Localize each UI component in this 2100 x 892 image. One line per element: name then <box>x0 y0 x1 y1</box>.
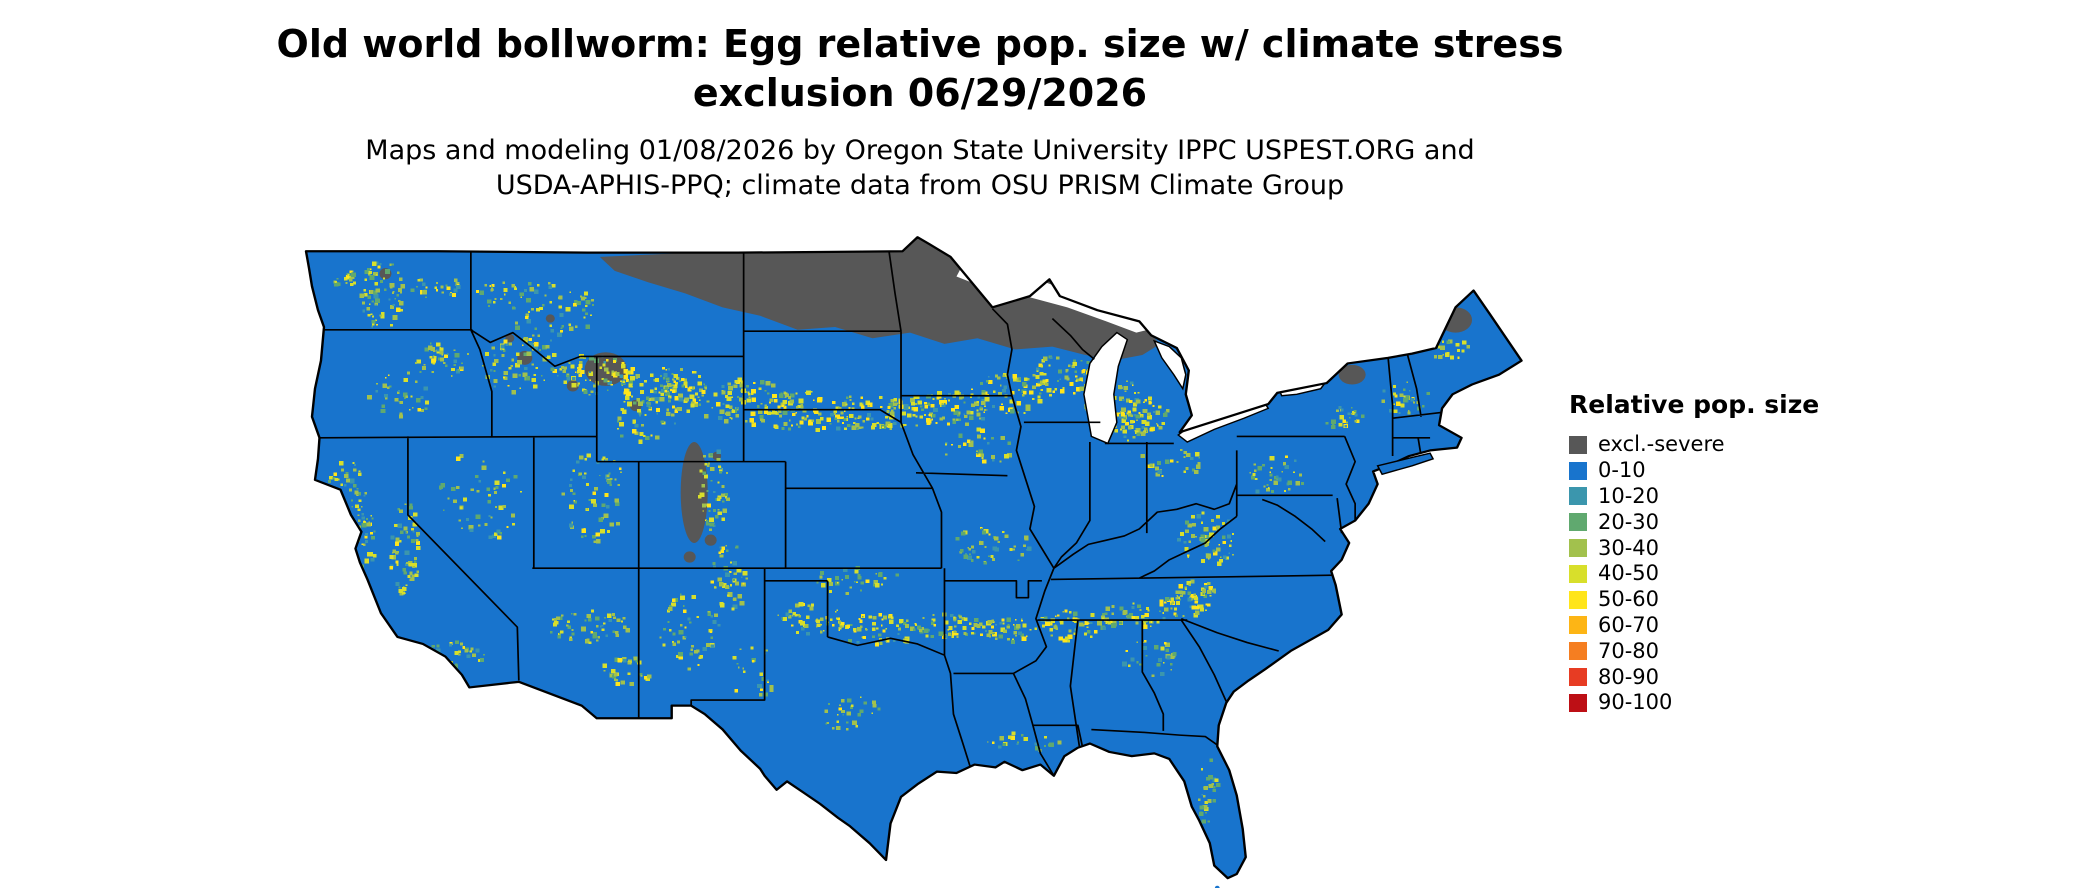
legend-item-label: 10-20 <box>1598 483 1660 508</box>
state-borders <box>319 251 1441 777</box>
legend-item: 60-70 <box>1569 613 1819 639</box>
legend-item-label: 50-60 <box>1598 587 1660 612</box>
legend-item-label: 60-70 <box>1598 612 1660 637</box>
map-subtitle: Maps and modeling 01/08/2026 by Oregon S… <box>0 133 1840 203</box>
legend-item: excl.-severe <box>1569 432 1819 458</box>
legend-item: 40-50 <box>1569 561 1819 587</box>
map-title-line1: Old world bollworm: Egg relative pop. si… <box>276 22 1564 66</box>
long-island <box>1376 452 1435 476</box>
legend-swatch <box>1569 693 1587 712</box>
excluded-region-overlay <box>379 237 1473 563</box>
legend-swatch <box>1569 616 1587 635</box>
map-subtitle-line2: USDA-APHIS-PPQ; climate data from OSU PR… <box>495 170 1345 201</box>
map-header: Old world bollworm: Egg relative pop. si… <box>0 20 1840 203</box>
legend-item: 70-80 <box>1569 638 1819 664</box>
legend-item-label: 30-40 <box>1598 535 1660 560</box>
lake-superior <box>956 265 1149 333</box>
legend-swatch <box>1569 539 1587 558</box>
legend-swatch <box>1569 564 1587 583</box>
legend-item-label: 80-90 <box>1598 664 1660 689</box>
legend-item-label: 70-80 <box>1598 638 1660 663</box>
us-choropleth-map <box>304 236 1523 888</box>
legend-swatch <box>1569 642 1587 661</box>
legend-swatch <box>1569 435 1587 454</box>
legend-item: 20-30 <box>1569 509 1819 535</box>
legend-items: excl.-severe 0-10 10-20 20-30 30-40 40-50 50-6… <box>1569 432 1819 716</box>
legend-item-label: 90-100 <box>1598 690 1673 715</box>
legend-item-label: 40-50 <box>1598 561 1660 586</box>
legend-swatch <box>1569 461 1587 480</box>
population-speckle-overlay <box>328 261 1471 824</box>
legend-item-label: 0-10 <box>1598 458 1646 483</box>
legend-item: 10-20 <box>1569 484 1819 510</box>
legend-item: 50-60 <box>1569 587 1819 613</box>
map-subtitle-line1: Maps and modeling 01/08/2026 by Oregon S… <box>365 135 1475 166</box>
legend: Relative pop. size excl.-severe 0-10 10-20… <box>1569 390 1819 716</box>
legend-swatch <box>1569 487 1587 506</box>
legend-item: 90-100 <box>1569 690 1819 716</box>
legend-swatch <box>1569 668 1587 687</box>
legend-swatch <box>1569 590 1587 609</box>
legend-item: 0-10 <box>1569 458 1819 484</box>
legend-item: 30-40 <box>1569 535 1819 561</box>
legend-item: 80-90 <box>1569 664 1819 690</box>
us-outline <box>304 236 1523 880</box>
map-title-line2: exclusion 06/29/2026 <box>692 71 1148 115</box>
legend-item-label: excl.-severe <box>1598 432 1725 457</box>
legend-title: Relative pop. size <box>1569 390 1820 419</box>
legend-item-label: 20-30 <box>1598 509 1660 534</box>
legend-swatch <box>1569 513 1587 532</box>
florida-keys <box>1214 885 1220 888</box>
